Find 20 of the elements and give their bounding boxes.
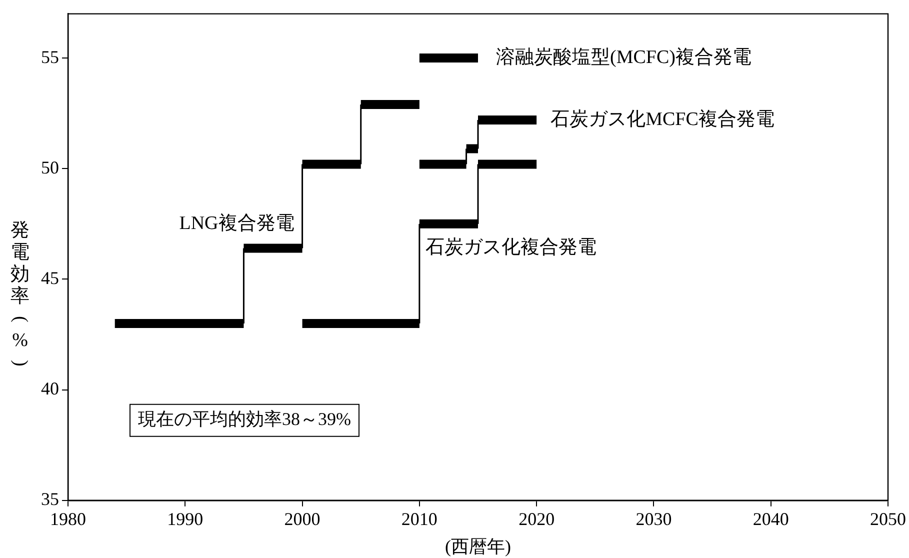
x-tick-label: 1990: [167, 508, 204, 529]
x-tick-label: 1980: [50, 508, 86, 529]
y-axis-title: 発電効率(%): [10, 220, 32, 366]
y-tick-label: 45: [41, 268, 59, 288]
y-tick-label: 50: [41, 157, 59, 178]
x-tick-label: 2040: [752, 508, 789, 529]
series-label: 石炭ガス化複合発電: [425, 236, 596, 258]
series-label: LNG複合発電: [179, 213, 294, 234]
series-label: 溶融炭酸塩型(MCFC)複合発電: [496, 46, 752, 68]
x-axis-title: (西暦年): [445, 536, 511, 557]
y-tick-label: 40: [41, 378, 59, 399]
y-tick-label: 35: [41, 489, 59, 510]
x-tick-label: 2000: [284, 508, 320, 529]
x-tick-label: 2030: [636, 508, 672, 529]
series-label: 石炭ガス化MCFC複合発電: [550, 108, 774, 130]
y-tick-label: 55: [41, 46, 59, 67]
x-tick-label: 2010: [401, 508, 438, 529]
x-tick-label: 2050: [870, 508, 906, 529]
x-tick-label: 2020: [518, 508, 555, 529]
annotation: 現在の平均的効率38～39%: [138, 409, 351, 430]
